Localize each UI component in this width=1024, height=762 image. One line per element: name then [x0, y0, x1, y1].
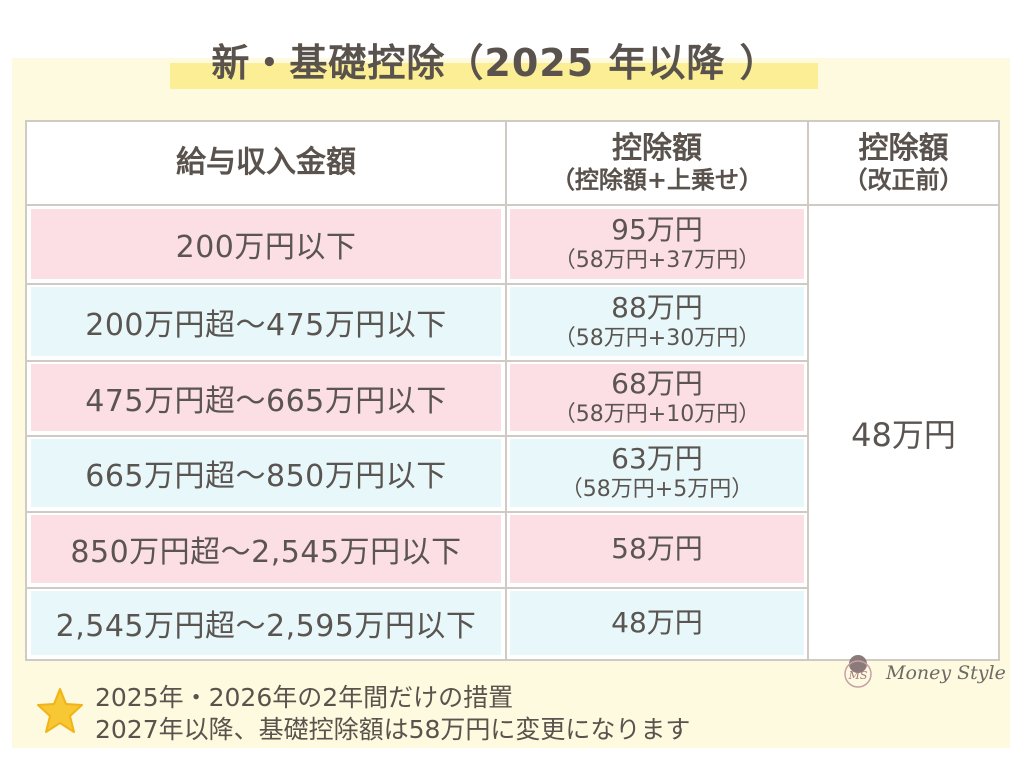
- notes: 2025年・2026年の2年間だけの措置 2027年以降、基礎控除額は58万円に…: [35, 678, 795, 744]
- table-row-income: 200万円超～475万円以下: [31, 287, 501, 356]
- header-new-deduction: 控除額 （控除額+上乗せ）: [507, 122, 807, 204]
- star-icon: [37, 688, 83, 733]
- logo-text: Money Style: [886, 662, 1006, 684]
- header-old-deduction: 控除額 （改正前）: [809, 122, 998, 204]
- table-row-deduction: 68万円 （58万円+10万円）: [510, 364, 804, 431]
- table-row-income: 475万円超～665万円以下: [31, 364, 501, 431]
- header-new-sub: （控除額+上乗せ）: [550, 166, 764, 194]
- logo-mark-icon: MS: [844, 655, 872, 688]
- header-old-main: 控除額: [858, 131, 949, 166]
- divider: [27, 360, 807, 362]
- logo-mark-letters: MS: [848, 669, 868, 682]
- page-title: 新・基礎控除（2025 年以降 ）: [211, 41, 779, 85]
- deduction-table: 給与収入金額 控除額 （控除額+上乗せ） 控除額 （改正前） 200万円以下 9…: [25, 120, 1000, 661]
- deduction-amount: 58万円: [611, 532, 703, 565]
- income-range: 2,545万円超～2,595万円以下: [55, 609, 477, 644]
- title-area: 新・基礎控除（2025 年以降 ）: [170, 30, 820, 92]
- deduction-amount: 68万円: [611, 366, 703, 400]
- note-line-1: 2025年・2026年の2年間だけの措置: [95, 683, 514, 712]
- deduction-amount: 95万円: [611, 213, 703, 246]
- old-deduction-value: 48万円: [851, 415, 956, 454]
- table-row-deduction: 48万円: [510, 591, 804, 655]
- income-range: 850万円超～2,545万円以下: [70, 535, 462, 570]
- table-row-deduction: 58万円: [510, 515, 804, 583]
- note-line-2: 2027年以降、基礎控除額は58万円に変更になります: [95, 715, 691, 744]
- deduction-amount: 63万円: [611, 442, 703, 475]
- divider: [27, 435, 807, 437]
- divider: [27, 204, 998, 206]
- divider: [505, 122, 507, 659]
- table-row-deduction: 63万円 （58万円+5万円）: [510, 439, 804, 507]
- title-highlight: [170, 63, 818, 89]
- divider: [27, 283, 807, 285]
- header-new-main: 控除額: [612, 131, 702, 166]
- header-old-sub: （改正前）: [843, 166, 964, 194]
- income-range: 200万円以下: [175, 230, 357, 265]
- income-range: 200万円超～475万円以下: [85, 307, 447, 343]
- income-range: 475万円超～665万円以下: [85, 383, 447, 419]
- deduction-breakdown: （58万円+5万円）: [560, 477, 754, 502]
- table-row-income: 850万円超～2,545万円以下: [31, 515, 501, 583]
- table-row-income: 200万円以下: [31, 209, 501, 279]
- income-range: 665万円超～850万円以下: [85, 459, 447, 494]
- brand-logo: MS Money Style: [838, 650, 1008, 694]
- header-income: 給与収入金額: [27, 122, 505, 204]
- table-row-deduction: 95万円 （58万円+37万円）: [510, 209, 804, 279]
- deduction-breakdown: （58万円+30万円）: [553, 325, 761, 351]
- divider: [807, 122, 809, 659]
- deduction-breakdown: （58万円+10万円）: [553, 401, 761, 427]
- header-income-label: 給与収入金額: [176, 145, 356, 180]
- deduction-amount: 88万円: [611, 290, 703, 324]
- divider: [27, 511, 807, 513]
- deduction-breakdown: （58万円+37万円）: [553, 248, 761, 273]
- deduction-amount: 48万円: [611, 606, 703, 639]
- table-row-income: 665万円超～850万円以下: [31, 439, 501, 507]
- table-row-income: 2,545万円超～2,595万円以下: [31, 591, 501, 655]
- divider: [27, 587, 807, 589]
- table-row-deduction: 88万円 （58万円+30万円）: [510, 287, 804, 356]
